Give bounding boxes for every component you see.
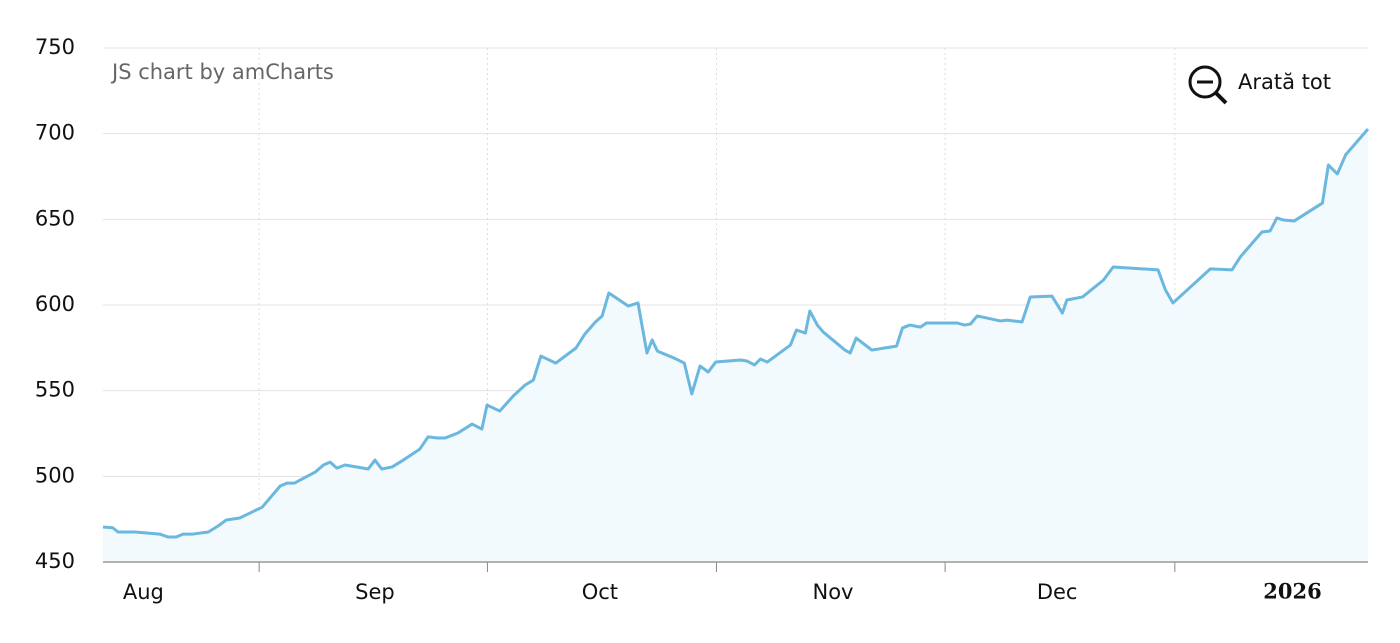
y-tick-label: 500 (35, 463, 75, 487)
y-tick-label: 700 (35, 121, 75, 145)
plot: 450 500 550 600 650 700 750 Aug Sep Oct Nov Dec 2026 (35, 35, 1370, 604)
y-tick-label: 550 (35, 378, 75, 402)
zoom-icon (1188, 65, 1222, 99)
credit: JS chart by amCharts (110, 60, 334, 84)
y-tick-label: 450 (35, 549, 75, 573)
zoom-icon-handle (1214, 91, 1228, 105)
y-tick-label: 750 (35, 35, 75, 59)
x-tick-label: Aug (123, 580, 164, 604)
zoom-button-label[interactable]: Arată tot (1238, 70, 1331, 94)
area-fill (103, 129, 1368, 563)
x-tick-label: 2026 (1263, 579, 1321, 604)
x-tick-label: Sep (355, 580, 395, 604)
line (102, 128, 1370, 539)
x-tick-label: Oct (582, 580, 618, 604)
zoom-out-button[interactable]: Arată tot (1188, 65, 1331, 105)
y-tick-label: 650 (35, 206, 75, 230)
x-tick-label: Dec (1037, 580, 1078, 604)
x-tick-label: Nov (813, 580, 854, 604)
y-tick-label: 600 (35, 292, 75, 316)
